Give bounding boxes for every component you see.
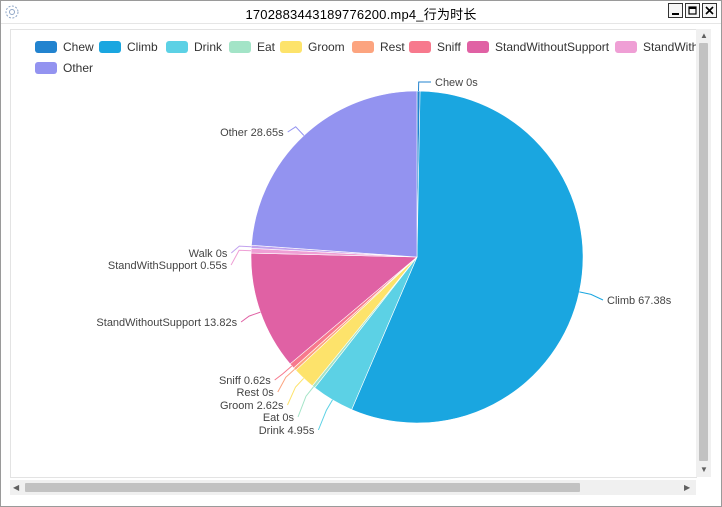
legend-swatch — [35, 62, 57, 74]
legend-label: Chew — [63, 40, 94, 54]
close-button[interactable] — [702, 3, 717, 18]
legend-label: Drink — [194, 40, 223, 54]
data-label-chew: Chew 0s — [435, 77, 478, 89]
maximize-icon — [688, 6, 697, 15]
label-line-standwithoutsupport — [240, 311, 261, 323]
data-label-standwithsupport: StandWithSupport 0.55s — [108, 260, 228, 272]
legend-label: Groom — [308, 40, 345, 54]
legend-label: StandWith — [643, 40, 697, 54]
scroll-left-icon[interactable]: ◀ — [13, 483, 20, 492]
legend-swatch — [615, 41, 637, 53]
label-line-rest — [277, 368, 295, 393]
horizontal-scroll-thumb[interactable] — [25, 483, 580, 492]
legend-swatch — [467, 41, 489, 53]
title-bar: 1702883443189776200.mp4_行为时长 — [1, 1, 721, 24]
data-label-rest: Rest 0s — [236, 387, 274, 399]
legend-swatch — [280, 41, 302, 53]
data-label-groom: Groom 2.62s — [220, 400, 284, 412]
legend-label: Sniff — [437, 40, 461, 54]
label-line-walk — [230, 245, 252, 254]
label-line-chew — [418, 81, 431, 92]
pie-slice-standwithoutsupport[interactable] — [250, 252, 418, 365]
horizontal-scrollbar[interactable]: ◀ ▶ — [10, 480, 696, 495]
label-line-sniff — [274, 365, 293, 381]
legend: Chew Climb Drink Eat Groom Rest Sniff StandWith… — [11, 30, 696, 90]
legend-swatch — [352, 41, 374, 53]
legend-label: StandWithoutSupport — [495, 40, 610, 54]
data-label-eat: Eat 0s — [263, 412, 295, 424]
vertical-scroll-thumb[interactable] — [699, 43, 708, 461]
label-line-climb — [579, 291, 604, 301]
legend-label: Rest — [380, 40, 405, 54]
label-line-other — [287, 126, 305, 136]
scroll-up-icon[interactable]: ▲ — [700, 31, 708, 40]
minimize-icon — [672, 13, 679, 15]
label-line-eat — [297, 386, 314, 418]
legend-swatch — [166, 41, 188, 53]
minimize-button[interactable] — [668, 3, 683, 18]
legend-swatch — [99, 41, 121, 53]
legend-label: Other — [63, 61, 94, 75]
scroll-right-icon[interactable]: ▶ — [684, 483, 691, 492]
maximize-button[interactable] — [685, 3, 700, 18]
chart-area: Chew Climb Drink Eat Groom Rest Sniff StandWith… — [10, 29, 697, 478]
label-line-groom — [287, 377, 305, 406]
vertical-scrollbar[interactable]: ▲ ▼ — [696, 29, 711, 477]
data-label-climb: Climb 67.38s — [607, 295, 672, 307]
window-title: 1702883443189776200.mp4_行为时长 — [245, 7, 477, 22]
label-line-standwithsupport — [230, 249, 252, 266]
legend-label: Climb — [127, 40, 158, 54]
legend-swatch — [229, 41, 251, 53]
close-icon — [705, 6, 714, 15]
legend-label: Eat — [257, 40, 276, 54]
scroll-down-icon[interactable]: ▼ — [700, 465, 708, 474]
app-icon — [5, 5, 19, 19]
data-label-other: Other 28.65s — [220, 127, 284, 139]
pie-slice-other[interactable] — [251, 90, 418, 258]
data-label-drink: Drink 4.95s — [259, 425, 315, 437]
data-label-walk: Walk 0s — [189, 248, 228, 260]
pie-slice-climb[interactable] — [351, 90, 584, 424]
data-label-standwithoutsupport: StandWithoutSupport 13.82s — [96, 317, 237, 329]
label-line-drink — [317, 399, 333, 431]
legend-swatch — [35, 41, 57, 53]
data-label-sniff: Sniff 0.62s — [219, 375, 271, 387]
legend-swatch — [409, 41, 431, 53]
